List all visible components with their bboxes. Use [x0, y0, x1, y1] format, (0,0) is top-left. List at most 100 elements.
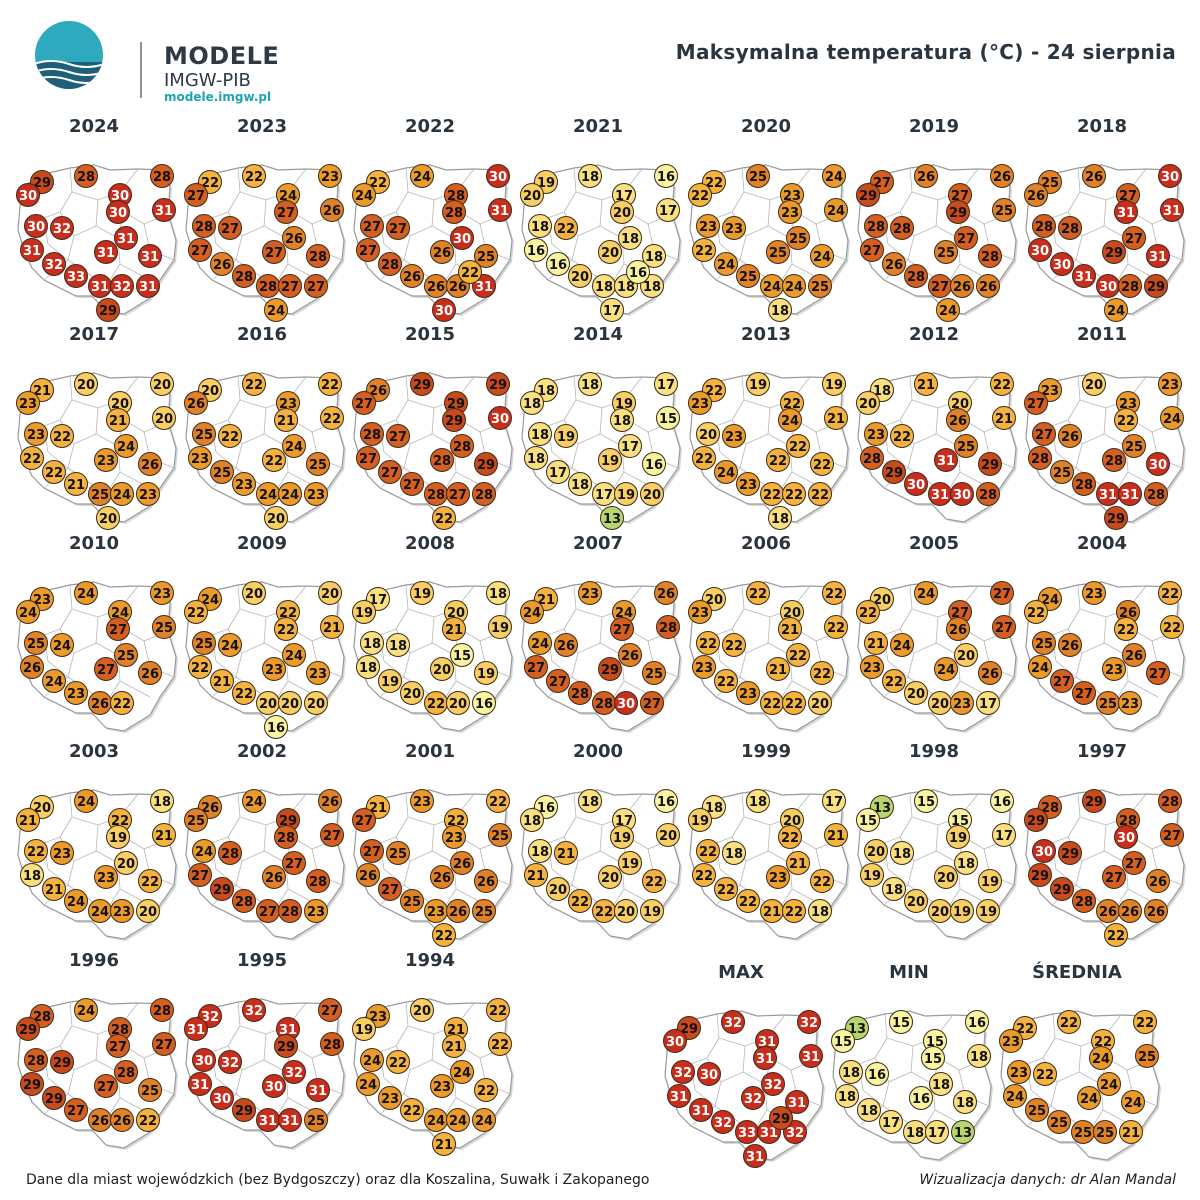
marker-value: 22 [725, 639, 743, 654]
marker-value: 16 [537, 801, 555, 816]
marker-value: 24 [785, 280, 803, 295]
marker-value: 24 [763, 280, 781, 295]
city-temperature-marker: 19 [614, 482, 638, 506]
marker-value: 22 [783, 397, 801, 412]
city-temperature-marker: 21 [824, 406, 848, 430]
city-temperature-marker: 28 [360, 422, 384, 446]
city-temperature-marker: 24 [528, 631, 552, 655]
marker-value: 19 [953, 905, 971, 920]
city-temperature-marker: 31 [1072, 264, 1096, 288]
marker-circle [318, 164, 342, 188]
marker-circle [150, 581, 174, 605]
country-outline [17, 581, 177, 732]
marker-circle [430, 448, 454, 472]
marker-value: 29 [279, 814, 297, 829]
city-temperature-marker: 31 [94, 240, 118, 264]
city-temperature-marker: 24 [242, 789, 266, 813]
marker-value: 31 [155, 204, 173, 219]
logo-org: IMGW-PIB [164, 70, 251, 91]
marker-value: 32 [45, 258, 63, 273]
city-temperature-marker: 22 [232, 681, 256, 705]
marker-value: 27 [389, 222, 407, 237]
marker-value: 17 [595, 488, 613, 503]
panel-label: 1998 [908, 741, 960, 762]
marker-value: 29 [772, 1112, 790, 1127]
city-temperature-marker: 15 [889, 1010, 913, 1034]
city-temperature-marker: 28 [24, 1048, 48, 1072]
marker-value: 24 [77, 1004, 95, 1019]
marker-circle [442, 408, 466, 432]
city-temperature-marker: 26 [1144, 899, 1168, 923]
marker-value: 23 [1010, 1066, 1028, 1081]
marker-circle [856, 808, 880, 832]
marker-circle [1028, 446, 1052, 470]
city-temperature-marker: 20 [150, 372, 174, 396]
marker-circle [20, 655, 44, 679]
city-temperature-marker: 18 [386, 633, 410, 657]
city-temperature-marker: 22 [782, 691, 806, 715]
marker-value: 18 [957, 857, 975, 872]
city-temperature-marker: 28 [976, 482, 1000, 506]
city-temperature-marker: 28 [306, 244, 330, 268]
marker-value: 27 [951, 189, 969, 204]
marker-value: 23 [191, 452, 209, 467]
marker-circle [934, 657, 958, 681]
marker-value: 20 [907, 895, 925, 910]
city-temperature-marker: 19 [378, 669, 402, 693]
city-temperature-marker: 28 [218, 841, 242, 865]
marker-value: 25 [491, 829, 509, 844]
city-temperature-marker: 26 [88, 691, 112, 715]
marker-circle [778, 200, 802, 224]
marker-value: 24 [1092, 1052, 1110, 1067]
panel-label: 2017 [68, 324, 120, 345]
map-panel-2022: 2022 22 24 30 24 28 31 27 27 28 30 27 26 25 28 26 26 26 31… [346, 116, 514, 322]
city-temperature-marker: 24 [74, 581, 98, 605]
marker-circle [94, 448, 118, 472]
city-temperature-marker: 28 [656, 615, 680, 639]
visualization-credit: Wizualizacja danych: dr Alan Mandal [919, 1172, 1176, 1188]
marker-circle [274, 408, 298, 432]
city-temperature-marker: 25 [400, 889, 424, 913]
marker-value: 18 [363, 637, 381, 652]
marker-value: 22 [245, 170, 263, 185]
city-temperature-marker: 27 [278, 274, 302, 298]
marker-circle [446, 1108, 470, 1132]
marker-value: 18 [523, 814, 541, 829]
marker-circle [488, 615, 512, 639]
city-temperature-marker: 25 [1050, 460, 1074, 484]
city-temperature-marker: 27 [1160, 823, 1184, 847]
marker-value: 22 [447, 814, 465, 829]
marker-circle [74, 372, 98, 396]
marker-circle [1093, 1120, 1117, 1144]
city-temperature-marker: 29 [1050, 877, 1074, 901]
marker-value: 27 [363, 220, 381, 235]
city-temperature-marker: 27 [546, 669, 570, 693]
marker-value: 24 [893, 639, 911, 654]
city-temperature-marker: 21 [16, 808, 40, 832]
marker-value: 23 [265, 663, 283, 678]
city-temperature-marker: 23 [578, 581, 602, 605]
map-panel-2017: 2017 21 20 20 23 20 20 23 22 21 24 22 23 26 22 21 25 24 23… [10, 324, 178, 530]
marker-circle [136, 274, 160, 298]
marker-value: 28 [433, 454, 451, 469]
marker-value: 19 [617, 488, 635, 503]
marker-value: 28 [427, 488, 445, 503]
marker-value: 19 [979, 905, 997, 920]
marker-value: 22 [187, 606, 205, 621]
marker-circle [306, 869, 330, 893]
city-temperature-marker: 22 [592, 899, 616, 923]
marker-circle [188, 446, 212, 470]
marker-value: 25 [749, 170, 767, 185]
city-temperature-marker: 23 [306, 661, 330, 685]
marker-circle [1104, 506, 1128, 530]
logo-url[interactable]: modele.imgw.pl [164, 90, 272, 104]
city-temperature-marker: 19 [352, 600, 376, 624]
marker-value: 28 [235, 895, 253, 910]
city-temperature-marker: 22 [486, 998, 510, 1022]
city-temperature-marker: 17 [592, 482, 616, 506]
marker-value: 32 [724, 1016, 742, 1031]
marker-value: 17 [603, 304, 621, 319]
marker-value: 22 [221, 430, 239, 445]
